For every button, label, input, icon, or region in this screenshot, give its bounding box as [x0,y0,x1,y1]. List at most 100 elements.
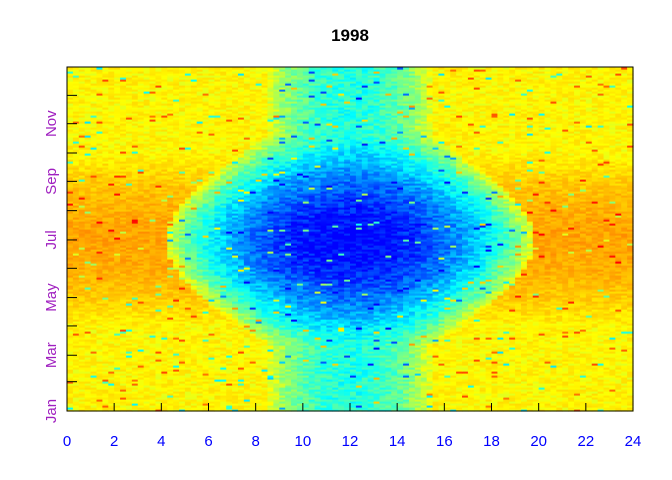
heatmap-cell [585,347,593,350]
heatmap-cell [462,321,469,324]
heatmap-cell [214,343,221,346]
heatmap-cell [173,347,180,350]
heatmap-cell [379,331,386,334]
heatmap-cell [438,337,445,340]
heatmap-cell [579,331,587,334]
heatmap-cell [78,355,86,358]
heatmap-cell [120,375,127,378]
heatmap-cell [173,355,180,358]
heatmap-cell [237,307,245,310]
heatmap-cell [67,357,74,360]
heatmap-cell [485,383,493,386]
heatmap-cell [532,343,540,346]
heatmap-cell [591,373,599,376]
heatmap-cell [426,313,434,316]
heatmap-cell [326,359,333,362]
heatmap-cell [326,381,333,384]
heatmap-cell [302,339,310,342]
heatmap-cell [208,337,215,340]
heatmap-cell [597,401,605,404]
heatmap-cell [627,355,634,358]
heatmap-cell [267,361,274,364]
heatmap-cell [173,331,180,334]
heatmap-cell [379,353,386,356]
heatmap-cell [467,403,475,406]
heatmap-cell [615,329,622,332]
heatmap-cell [344,355,351,358]
heatmap-cell [456,341,463,344]
heatmap-cell [515,337,522,340]
heatmap-cell [509,319,516,322]
heatmap-cell [574,393,581,396]
heatmap-cell [314,311,322,314]
heatmap-cell [367,401,375,404]
heatmap-cell [568,341,575,344]
heatmap-cell [296,377,304,380]
heatmap-cell [320,309,328,312]
heatmap-cell [467,313,475,316]
heatmap-cell [591,399,599,402]
heatmap-cell [296,355,304,358]
heatmap-cell [403,383,410,386]
heatmap-cell [179,337,186,340]
heatmap-cell [426,345,434,348]
heatmap-cell [78,369,86,372]
heatmap-cell [597,323,605,326]
heatmap-cell [114,387,121,390]
heatmap-cell [408,353,416,356]
heatmap-cell [397,315,404,318]
heatmap-cell [173,327,180,330]
heatmap-cell [131,335,139,338]
heatmap-cell [503,307,510,310]
heatmap-cell [226,405,233,408]
heatmap-cell [161,323,168,326]
heatmap-cell [214,403,221,406]
heatmap-cell [379,311,386,314]
heatmap-cell [120,399,127,402]
heatmap-cell [403,391,410,394]
heatmap-cell [267,341,274,344]
heatmap-cell [273,353,280,356]
heatmap-cell [261,381,269,384]
heatmap-cell [179,351,186,354]
heatmap-cell [226,307,233,310]
heatmap-cell [597,349,605,352]
heatmap-cell [408,393,416,396]
heatmap-cell [556,319,563,322]
heatmap-cell [456,389,463,392]
heatmap-cell [143,379,151,382]
heatmap-cell [285,365,292,368]
heatmap-cell [149,329,157,332]
heatmap-cell [491,311,498,314]
heatmap-cell [220,321,227,324]
heatmap-cell [621,327,628,330]
heatmap-cell [344,351,351,354]
heatmap-cell [279,401,286,404]
heatmap-cell [273,379,280,382]
heatmap-cell [161,397,168,400]
heatmap-cell [149,311,157,314]
heatmap-cell [568,365,575,368]
heatmap-cell [467,397,475,400]
heatmap-cell [520,395,528,398]
heatmap-cell [249,355,257,358]
heatmap-cell [426,339,434,342]
heatmap-cell [332,373,339,376]
heatmap-cell [291,399,298,402]
heatmap-cell [497,395,504,398]
heatmap-cell [131,359,139,362]
heatmap-cell [184,369,192,372]
heatmap-cell [179,397,186,400]
heatmap-cell [179,353,186,356]
heatmap-cell [255,397,263,400]
heatmap-cell [574,309,581,312]
heatmap-cell [249,407,257,410]
heatmap-cell [338,343,345,346]
heatmap-cell [420,391,428,394]
heatmap-cell [285,319,292,322]
heatmap-cell [84,391,92,394]
heatmap-cell [397,317,404,320]
heatmap-cell [314,409,322,412]
heatmap-cell [467,337,475,340]
heatmap-cell [397,339,404,342]
